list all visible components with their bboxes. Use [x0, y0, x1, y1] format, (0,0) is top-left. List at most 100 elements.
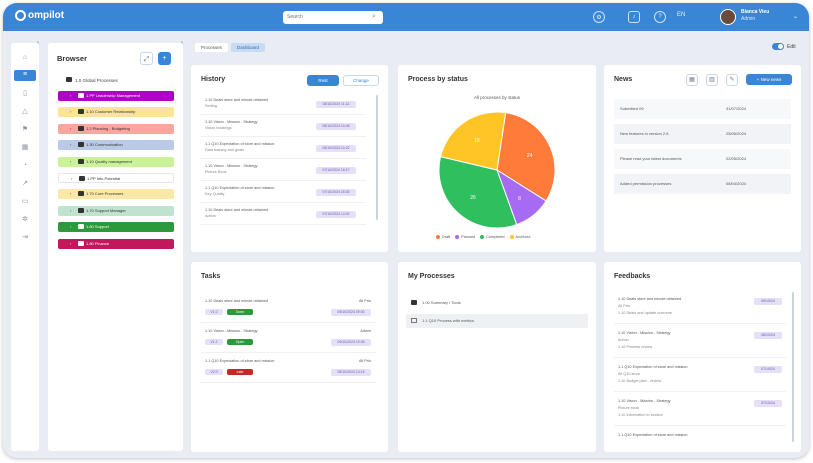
collapse-browser-icon[interactable]: ‹	[181, 40, 183, 46]
news-row[interactable]: Submitted 09 31/07/2024	[614, 99, 791, 119]
process-row[interactable]: 1.1 Q10 Process with metrics	[406, 314, 588, 328]
edit-icon[interactable]: ✎	[726, 74, 738, 86]
feedback-date: 09/10/24	[754, 298, 782, 305]
history-row[interactable]: 1.10 Vision - Mission - Strategy Vision b…	[201, 117, 366, 137]
grid-icon[interactable]: ▦	[21, 144, 29, 151]
legend-item[interactable]: Planned	[455, 235, 475, 239]
bell-icon[interactable]: ♪	[628, 11, 640, 23]
task-row[interactable]: 1.10 Vision - Mission - Strategy Admin V1.…	[201, 326, 377, 353]
document-icon[interactable]: ▯	[23, 90, 27, 97]
tree-item[interactable]: › 1.80 Support	[58, 222, 174, 233]
chevron-right-icon[interactable]: ›	[70, 240, 72, 246]
legend-item[interactable]: Draft	[436, 235, 450, 239]
add-button[interactable]: +	[158, 52, 171, 65]
grid-view-icon[interactable]: ▦	[686, 74, 698, 86]
folder-icon	[78, 142, 84, 148]
history-row[interactable]: 1.10 Deals store and minute obtained Admi…	[201, 205, 366, 225]
tree-item[interactable]: › 1.70 Core Processes	[58, 189, 174, 200]
task-row[interactable]: 1.1 Q10 Expectation of store and mission…	[201, 356, 377, 383]
task-date: 08/10/2024 14:15	[331, 369, 371, 376]
feedback-row[interactable]: 1.1 Q10 Expectation of store and mission…	[614, 362, 786, 392]
history-row[interactable]: 1.10 Vision - Mission - Strategy Picture …	[201, 161, 366, 181]
legend-item[interactable]: Completed	[480, 235, 505, 239]
tree-item[interactable]: › 1.10 Quality management	[58, 156, 174, 167]
document-icon	[411, 318, 417, 323]
user-info[interactable]: Bianca Vieu Admin	[741, 9, 769, 23]
chevron-right-icon[interactable]: ›	[70, 207, 72, 213]
tree-item[interactable]: › 1.80 Finance	[58, 238, 174, 249]
chevron-right-icon[interactable]: ›	[70, 142, 72, 148]
history-row[interactable]: 1.10 Deals store and minute obtained Sett…	[201, 95, 366, 115]
home-icon[interactable]: ⌂	[22, 54, 28, 61]
folder-icon[interactable]: ▭	[21, 198, 29, 205]
chevron-right-icon[interactable]: ›	[70, 191, 72, 197]
logo[interactable]: ompilot	[15, 10, 64, 21]
feedbacks-scrollbar[interactable]	[792, 292, 794, 442]
chevron-right-icon[interactable]: ›	[70, 109, 72, 115]
tree-item[interactable]: › 1.70 Support Manager	[58, 205, 174, 216]
task-status-badge[interactable]: Late	[227, 369, 253, 375]
search-input[interactable]	[283, 11, 383, 24]
tab-dashboard[interactable]: Dashboard	[231, 43, 266, 52]
chevron-right-icon[interactable]: ›	[70, 158, 72, 164]
pie-slice-archived[interactable]	[439, 111, 507, 171]
new-news-button[interactable]: + New news	[746, 74, 792, 85]
edit-toggle[interactable]: Edit	[772, 43, 796, 50]
chevron-down-icon[interactable]: ⌄	[793, 14, 799, 20]
news-row[interactable]: Please read your latest documents 22/05/2…	[614, 149, 791, 169]
feedback-row[interactable]: 1.10 Deals store and minute obtained All …	[614, 294, 786, 324]
tree-root[interactable]: 1.0 Global Processes	[66, 77, 118, 83]
process-label: 1.00 Summary / Tools	[422, 300, 461, 305]
chart-icon[interactable]: ◔	[22, 162, 28, 169]
task-status-badge[interactable]: Open	[227, 339, 253, 345]
logout-icon[interactable]: ⇥	[22, 234, 28, 241]
process-row[interactable]: 1.00 Summary / Tools	[406, 296, 588, 310]
tree-item[interactable]: › 1.PP Info Potential	[58, 173, 174, 183]
history-change-button[interactable]: Change	[343, 75, 379, 86]
chevron-right-icon[interactable]: ›	[70, 125, 72, 131]
feedback-author: Admin	[618, 338, 629, 342]
pie-slice-completed[interactable]	[438, 156, 518, 229]
news-row[interactable]: New features in version 2.6 25/06/2024	[614, 124, 791, 144]
task-status-badge[interactable]: Done	[227, 309, 253, 315]
task-row[interactable]: 1.10 Deals store and minute obtained All …	[201, 296, 377, 323]
pie-subtitle: All processes by status	[473, 95, 521, 100]
legend-label: Planned	[461, 235, 476, 239]
language-selector[interactable]: EN	[677, 12, 686, 18]
alert-icon[interactable]: △	[22, 108, 28, 115]
history-scrollbar[interactable]	[376, 95, 378, 220]
collapse-rail-icon[interactable]: ‹	[37, 40, 39, 46]
feedback-row[interactable]: 1.10 Vision - Mission - Strategy Picture …	[614, 396, 786, 426]
feedback-row[interactable]: 1.1 Q10 Expectation of store and mission	[614, 430, 786, 458]
chevron-right-icon[interactable]: ›	[70, 93, 72, 98]
gear-icon[interactable]: ⚙	[593, 11, 605, 23]
chevron-right-icon[interactable]: ›	[70, 224, 72, 230]
task-priority: All Prio	[358, 359, 371, 363]
history-rest-button[interactable]: Rest	[307, 75, 339, 86]
tree-item[interactable]: › 1.2 Planning - Budgeting	[58, 123, 174, 134]
tree-item-label: 1.70 Core Processes	[86, 191, 124, 197]
chevron-right-icon[interactable]: ›	[71, 176, 73, 181]
gear-icon[interactable]: ✲	[22, 216, 28, 223]
user-role: Admin	[741, 16, 756, 22]
tree-item[interactable]: › 1.10 Customer Relationship	[58, 107, 174, 118]
tree-item[interactable]: › 1.PP Leadership Management	[58, 91, 174, 101]
history-row-title: 1.1 Q10 Expectation of store and mission	[205, 142, 275, 146]
search-icon[interactable]: ⌕	[372, 13, 376, 20]
help-icon[interactable]: ?	[654, 11, 666, 23]
expand-tree-button[interactable]: ⤢	[140, 52, 153, 65]
history-row[interactable]: 1.1 Q10 Expectation of store and mission…	[201, 139, 366, 159]
tree-item[interactable]: › 1.30 Communication	[58, 140, 174, 151]
tab-processes[interactable]: Processes	[195, 43, 229, 52]
arrow-icon[interactable]: ↗	[22, 180, 28, 187]
history-row[interactable]: 1.1 Q10 Expectation of store and mission…	[201, 183, 366, 203]
edit-switch[interactable]	[772, 43, 784, 50]
trash-icon[interactable]: ▥	[706, 74, 718, 86]
filter-icon[interactable]: ≡	[14, 70, 36, 81]
avatar[interactable]	[720, 9, 736, 25]
legend-item[interactable]: Archived	[509, 235, 530, 239]
feedback-row[interactable]: 1.10 Vision - Mission - Strategy Admin 1.1…	[614, 328, 786, 358]
flag-icon[interactable]: ⚑	[21, 126, 29, 133]
news-row[interactable]: Added permission processes 08/04/2024	[614, 174, 791, 194]
